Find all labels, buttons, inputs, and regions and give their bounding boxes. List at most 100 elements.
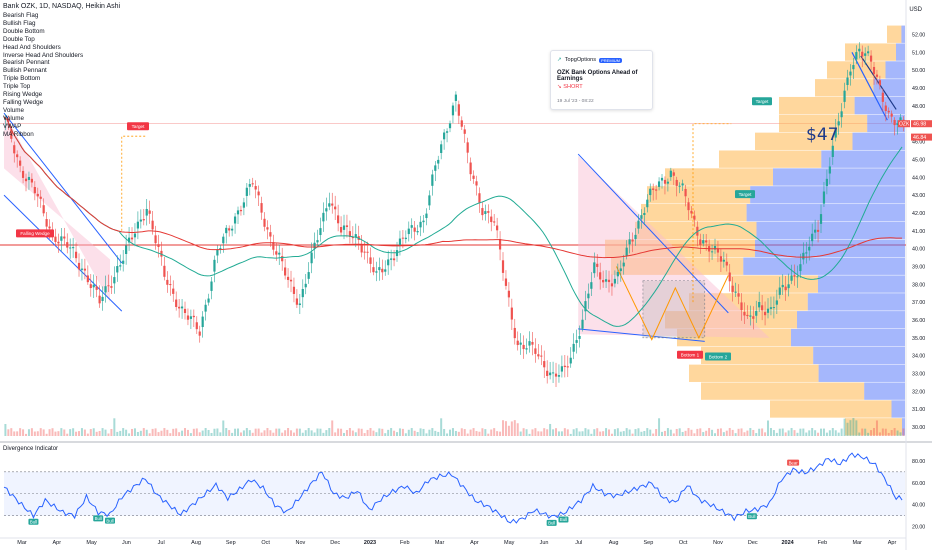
volume-bar <box>728 428 731 436</box>
idea-source: ↗ TopgOptions PREMIUM <box>557 57 622 63</box>
pattern-item[interactable]: Bullish Pennant <box>3 67 47 75</box>
volume-bar <box>228 430 231 436</box>
candle-body <box>713 245 717 250</box>
pattern-item[interactable]: Triple Top <box>3 83 31 91</box>
time-tick-label: May <box>86 540 97 546</box>
idea-date: 19 Jul '23 - 08:22 <box>557 99 594 104</box>
candle-body <box>295 298 298 305</box>
volume-bar <box>805 432 808 436</box>
volume-profile-buy <box>773 168 905 186</box>
candle-body <box>646 199 649 208</box>
volume-bar <box>216 428 219 436</box>
ma-fast-line <box>3 116 903 327</box>
symbol-title[interactable]: Bank OZK, 1D, NASDAQ, Heikin Ashi <box>3 3 121 10</box>
volume-bar <box>78 431 81 436</box>
volume-bar <box>599 431 602 436</box>
candle-body <box>672 172 675 176</box>
candle-body <box>793 275 796 277</box>
pattern-item[interactable]: Volume <box>3 106 25 114</box>
volume-bar <box>251 432 254 436</box>
volume-bar <box>781 428 784 436</box>
rsi-tick-label: 60.00 <box>912 481 925 487</box>
price-tick-label: 32.00 <box>912 389 925 395</box>
volume-bar <box>363 433 366 436</box>
volume-bar <box>422 428 425 436</box>
time-tick-label: Jun <box>122 540 131 546</box>
candle-body <box>766 308 770 313</box>
pattern-item[interactable]: Double Bottom <box>3 27 45 35</box>
time-tick-label: Mar <box>17 540 27 546</box>
candle-body <box>690 210 693 214</box>
volume-bar <box>172 428 175 436</box>
volume-bar <box>219 432 222 436</box>
pattern-item[interactable]: Inverse Head And Shoulders <box>3 51 84 59</box>
candle-body <box>110 286 113 288</box>
pattern-item[interactable]: Double Top <box>3 35 35 43</box>
pattern-item[interactable]: Volume <box>3 114 25 122</box>
candle-body <box>560 366 563 372</box>
candle-body <box>472 175 475 179</box>
pattern-item[interactable]: VWAP <box>3 122 22 130</box>
candle-body <box>546 370 549 376</box>
pattern-item[interactable]: Bearish Flag <box>3 12 39 19</box>
volume-bar <box>222 420 225 436</box>
volume-bar <box>440 418 443 436</box>
volume-bar <box>731 429 734 436</box>
volume-bar <box>116 431 119 436</box>
volume-bar <box>681 431 684 436</box>
volume-bar <box>45 433 48 436</box>
volume-profile-sell <box>731 275 818 293</box>
volume-bar <box>546 429 549 436</box>
candle-body <box>222 236 225 244</box>
price-tick-label: 49.00 <box>912 86 925 92</box>
candle-body <box>551 372 555 374</box>
volume-bar <box>86 433 89 436</box>
volume-bar <box>884 428 887 436</box>
candle-body <box>24 178 28 182</box>
volume-bar <box>840 428 843 436</box>
volume-bar <box>549 423 552 436</box>
pattern-item[interactable]: MA Ribbon <box>3 130 34 138</box>
pattern-item[interactable]: Bullish Flag <box>3 19 36 27</box>
volume-bar <box>737 428 740 436</box>
volume-bar <box>469 429 472 436</box>
candle-body <box>610 283 614 287</box>
candle-body <box>507 290 510 298</box>
volume-bar <box>348 428 351 436</box>
volume-bar <box>716 428 719 436</box>
time-tick-label: Feb <box>818 540 827 546</box>
volume-profile-buy <box>821 150 905 168</box>
volume-bar <box>646 428 649 436</box>
idea-card[interactable]: ↗ TopgOptions PREMIUM OZK Bank Options Ahe… <box>550 50 653 110</box>
candle-body <box>775 300 778 305</box>
candle-body <box>107 285 110 287</box>
candle-body <box>675 179 678 186</box>
volume-bar <box>69 429 72 436</box>
volume-bar <box>502 420 505 436</box>
pattern-item[interactable]: Falling Wedge <box>3 98 44 106</box>
pattern-item[interactable]: Rising Wedge <box>3 91 43 99</box>
logo-icon: ↗ <box>557 57 562 63</box>
candle-body <box>269 232 272 237</box>
candle-body <box>233 216 237 224</box>
candle-body <box>251 183 254 185</box>
volume-bar <box>513 420 516 436</box>
candle-body <box>737 293 740 297</box>
volume-bar <box>416 432 419 436</box>
volume-profile-sell <box>665 168 773 186</box>
pattern-item[interactable]: Bearish Pennant <box>3 59 50 67</box>
candle-body <box>864 53 867 56</box>
volume-bar <box>581 431 584 436</box>
volume-profile-sell <box>779 96 855 115</box>
candle-body <box>304 283 307 288</box>
time-tick-label: May <box>504 540 515 546</box>
candle-body <box>525 348 528 350</box>
pattern-item[interactable]: Triple Bottom <box>3 75 41 83</box>
volume-bar <box>178 432 181 436</box>
volume-bar <box>410 428 413 436</box>
candle-body <box>557 375 561 377</box>
pattern-item[interactable]: Head And Shoulders <box>3 43 61 51</box>
target-tag-lower <box>735 190 755 199</box>
